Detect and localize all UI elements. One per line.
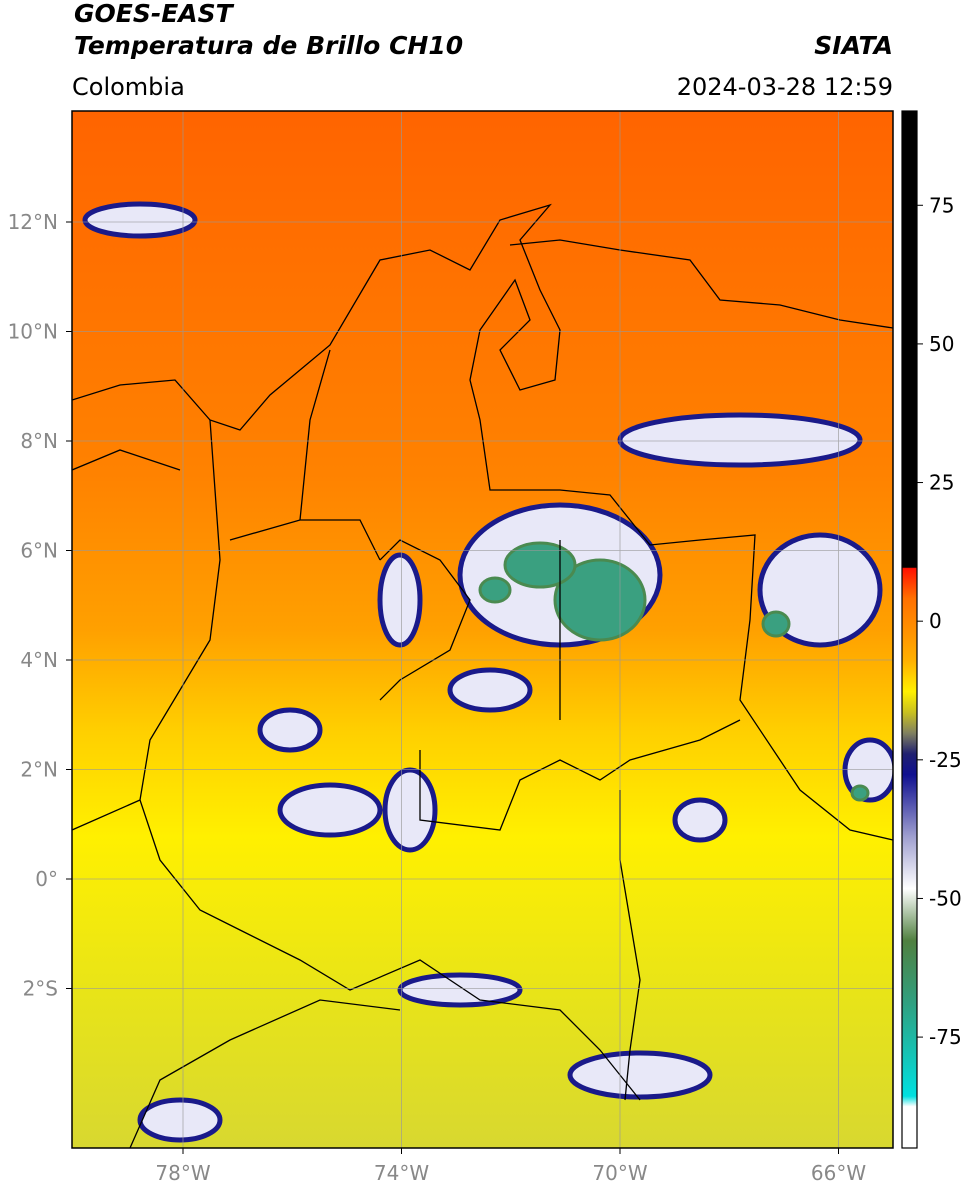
lon-label: 66°W (811, 1161, 866, 1185)
datetime: 2024-03-28 12:59 (677, 73, 893, 101)
lon-label: 78°W (155, 1161, 210, 1185)
region: Colombia (72, 73, 185, 101)
colorbar-tick-label: -75 (929, 1025, 962, 1049)
map-image (72, 111, 893, 1148)
lat-label: 0° (35, 867, 58, 891)
colorbar-tick-label: 0 (929, 609, 942, 633)
colorbar-tick-label: -25 (929, 748, 962, 772)
lat-label: 4°N (20, 648, 58, 672)
colorbar-tick-label: 50 (929, 332, 954, 356)
lat-label: 8°N (20, 429, 58, 453)
lat-label: 2°N (20, 758, 58, 782)
colorbar-tick-label: 25 (929, 471, 954, 495)
lon-label: 70°W (592, 1161, 647, 1185)
source: SIATA (814, 31, 893, 60)
colorbar-tick-label: 75 (929, 193, 954, 217)
lon-label: 74°W (374, 1161, 429, 1185)
title: GOES-EAST (74, 0, 235, 28)
colorbar (901, 110, 918, 1149)
subtitle: Temperatura de Brillo CH10 (74, 31, 463, 60)
map-frame (71, 110, 894, 1149)
lat-label: 6°N (20, 539, 58, 563)
lat-label: 12°N (8, 210, 58, 234)
lat-label: 10°N (8, 320, 58, 344)
lat-label: 2°S (23, 977, 58, 1001)
colorbar-tick-label: -50 (929, 886, 962, 910)
